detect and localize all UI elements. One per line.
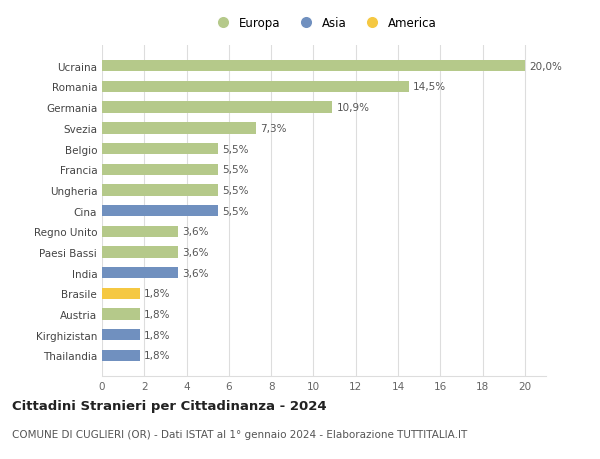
Bar [102,309,140,320]
Text: 5,5%: 5,5% [223,165,249,175]
Text: Cittadini Stranieri per Cittadinanza - 2024: Cittadini Stranieri per Cittadinanza - 2… [12,399,326,412]
Bar [102,61,525,72]
Bar [102,247,178,258]
Text: COMUNE DI CUGLIERI (OR) - Dati ISTAT al 1° gennaio 2024 - Elaborazione TUTTITALI: COMUNE DI CUGLIERI (OR) - Dati ISTAT al … [12,429,467,439]
Text: 3,6%: 3,6% [182,247,209,257]
Text: 1,8%: 1,8% [144,351,171,361]
Bar [102,144,218,155]
Text: 5,5%: 5,5% [223,206,249,216]
Bar [102,123,256,134]
Text: 3,6%: 3,6% [182,268,209,278]
Bar [102,268,178,279]
Text: 5,5%: 5,5% [223,185,249,196]
Bar [102,330,140,341]
Text: 10,9%: 10,9% [337,103,370,113]
Bar [102,164,218,175]
Bar [102,350,140,361]
Text: 3,6%: 3,6% [182,227,209,237]
Text: 5,5%: 5,5% [223,144,249,154]
Bar [102,82,409,93]
Text: 1,8%: 1,8% [144,330,171,340]
Legend: Europa, Asia, America: Europa, Asia, America [207,12,441,34]
Text: 7,3%: 7,3% [260,123,287,134]
Bar [102,185,218,196]
Text: 20,0%: 20,0% [529,62,562,72]
Bar [102,288,140,299]
Text: 1,8%: 1,8% [144,289,171,299]
Text: 14,5%: 14,5% [413,82,446,92]
Bar [102,206,218,217]
Text: 1,8%: 1,8% [144,309,171,319]
Bar [102,226,178,237]
Bar [102,102,332,113]
